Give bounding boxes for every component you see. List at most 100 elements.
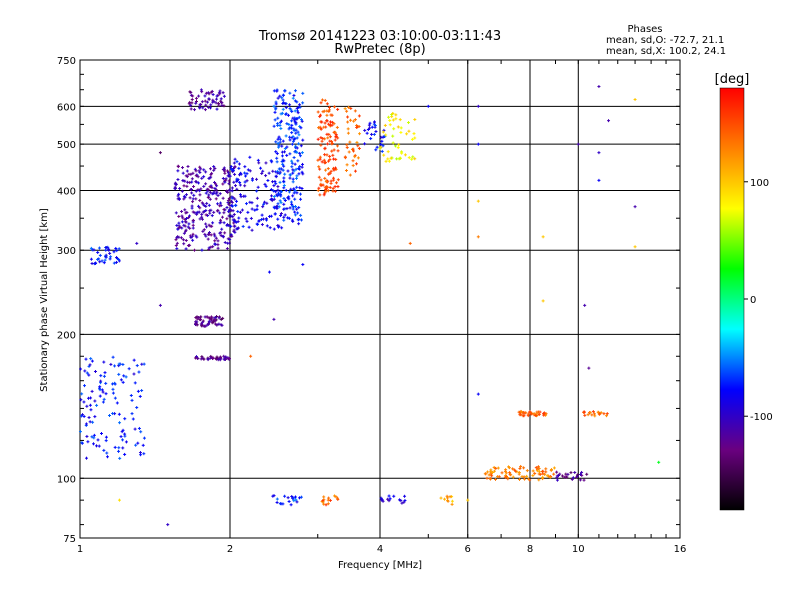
data-point (183, 208, 187, 212)
data-point (509, 473, 513, 477)
data-point (90, 359, 94, 363)
data-point (332, 148, 336, 152)
data-point (544, 470, 548, 474)
y-tick-label: 600 (57, 102, 76, 113)
data-point (207, 322, 211, 326)
data-point (412, 132, 416, 136)
data-point (392, 127, 396, 131)
data-point (392, 494, 396, 498)
data-point (300, 119, 304, 123)
data-point (218, 192, 222, 196)
data-point (519, 410, 523, 414)
data-point (273, 118, 277, 122)
data-point (283, 88, 287, 92)
data-point (301, 162, 305, 166)
data-point (354, 162, 358, 166)
data-point (607, 119, 611, 123)
data-point (264, 174, 268, 178)
data-point (576, 142, 580, 146)
data-point (218, 231, 222, 235)
data-point (384, 159, 388, 163)
data-point (328, 158, 332, 162)
data-point (325, 113, 329, 117)
data-point (277, 135, 281, 139)
data-point (293, 116, 297, 120)
data-point (232, 161, 236, 165)
data-point (183, 220, 187, 224)
data-point (323, 191, 327, 195)
data-point (583, 303, 587, 307)
data-point (294, 167, 298, 171)
data-point (101, 390, 105, 394)
data-point (316, 189, 320, 193)
data-point (84, 422, 88, 426)
data-point (211, 93, 215, 97)
data-point (213, 234, 217, 238)
data-point (324, 503, 328, 507)
data-point (84, 357, 88, 361)
data-point (105, 455, 109, 459)
data-point (275, 152, 279, 156)
data-point (271, 494, 275, 498)
data-point (486, 470, 490, 474)
data-point (397, 157, 401, 161)
data-point (102, 397, 106, 401)
data-point (223, 241, 227, 245)
data-point (250, 178, 254, 182)
chart-title: Tromsø 20141223 03:10:00-03:11:43 (258, 29, 501, 44)
data-point (204, 170, 208, 174)
data-point (490, 474, 494, 478)
data-point (222, 208, 226, 212)
data-point (596, 410, 600, 414)
data-point (292, 191, 296, 195)
data-point (221, 168, 225, 172)
data-point (205, 315, 209, 319)
data-point (183, 179, 187, 183)
data-point (193, 248, 197, 252)
data-point (343, 155, 347, 159)
data-point (336, 178, 340, 182)
data-point (291, 135, 295, 139)
data-point (279, 201, 283, 205)
data-point (79, 398, 83, 402)
data-point (330, 149, 334, 153)
data-point (247, 225, 251, 229)
data-point (353, 118, 357, 122)
data-point (491, 471, 495, 475)
data-point (118, 456, 122, 460)
data-point (176, 178, 180, 182)
data-point (188, 243, 192, 247)
data-point (319, 178, 323, 182)
data-point (279, 214, 283, 218)
data-point (131, 417, 135, 421)
data-point (225, 205, 229, 209)
data-point (275, 497, 279, 501)
data-point (506, 477, 510, 481)
data-point (320, 120, 324, 124)
data-point (287, 500, 291, 504)
data-point (290, 161, 294, 165)
data-point (500, 471, 504, 475)
data-point (386, 497, 390, 501)
data-point (203, 108, 207, 112)
data-point (189, 107, 193, 111)
data-point (231, 209, 235, 213)
data-point (182, 231, 186, 235)
data-point (206, 188, 210, 192)
data-point (318, 193, 322, 197)
data-point (541, 469, 545, 473)
data-point (90, 262, 94, 266)
data-point (236, 226, 240, 230)
data-point (276, 123, 280, 127)
data-point (201, 320, 205, 324)
data-point (229, 224, 233, 228)
data-point (289, 503, 293, 507)
data-point (396, 125, 400, 129)
data-point (283, 213, 287, 217)
data-point (234, 220, 238, 224)
data-point (573, 470, 577, 474)
data-point (537, 478, 541, 482)
data-point (328, 135, 332, 139)
data-point (394, 117, 398, 121)
data-point (227, 223, 231, 227)
